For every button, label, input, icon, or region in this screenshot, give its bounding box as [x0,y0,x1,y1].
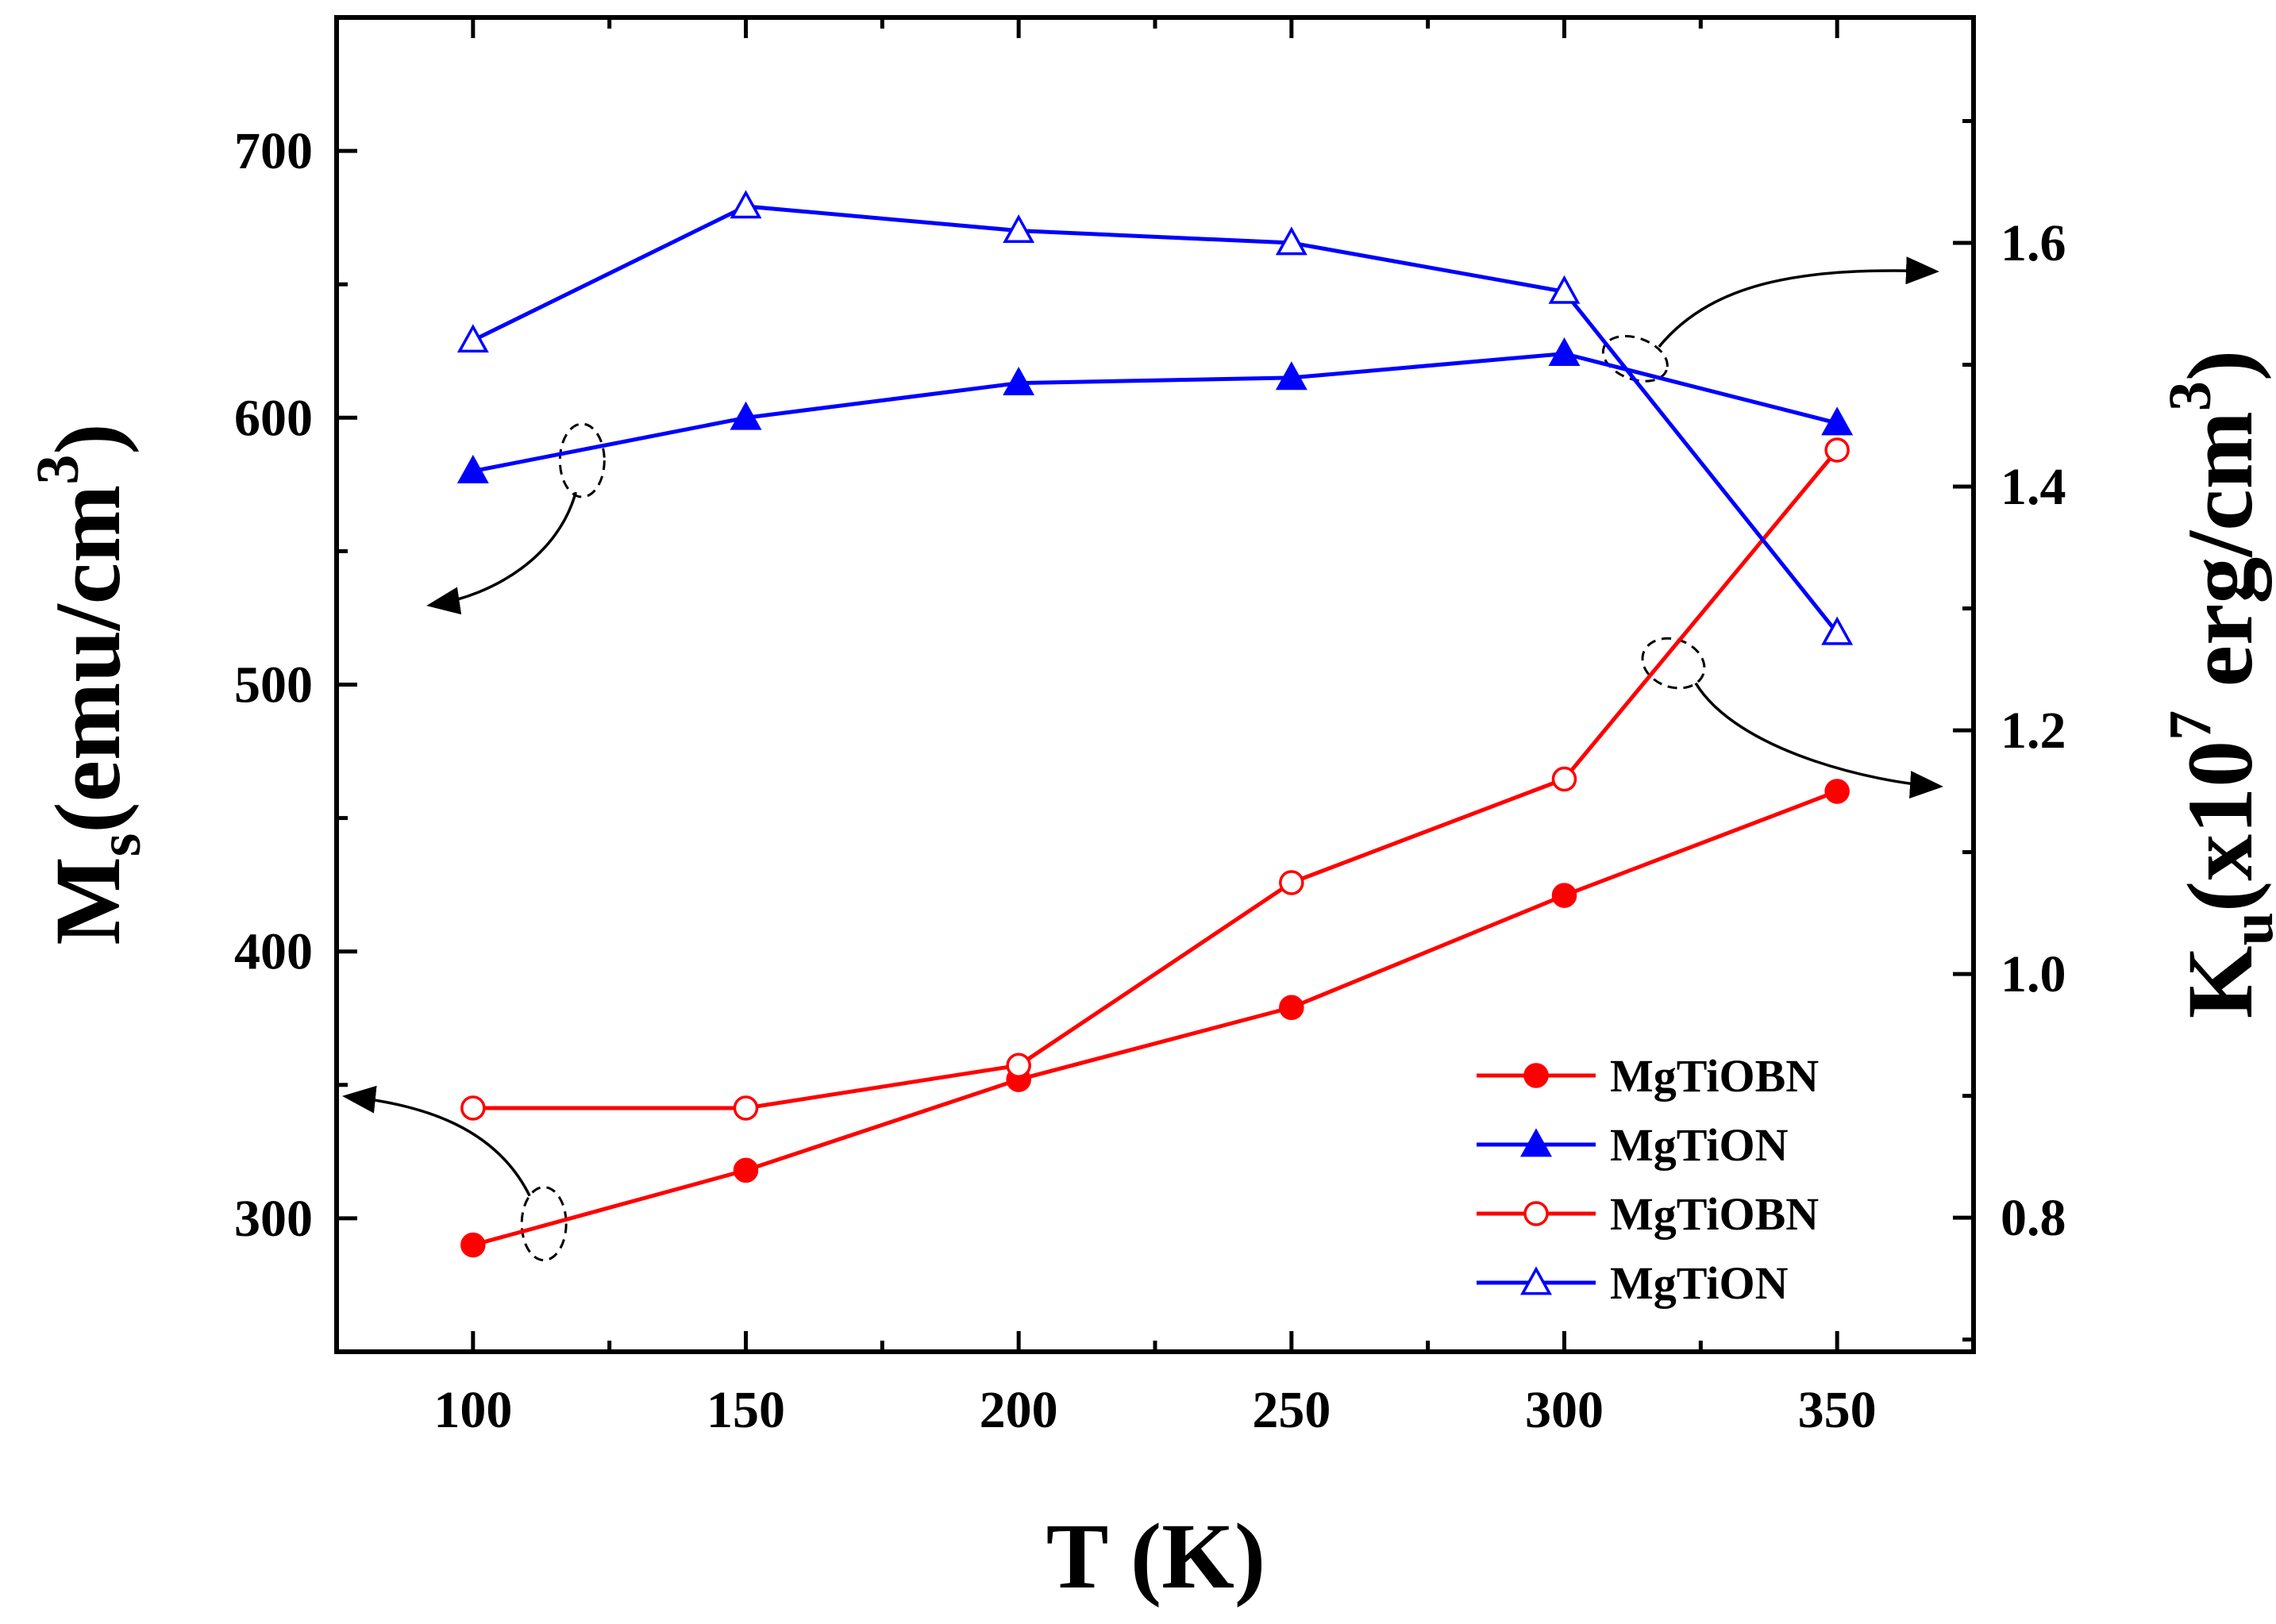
y-right-tick-label: 1.6 [2001,214,2066,272]
data-point [456,454,489,483]
data-point [1551,883,1577,908]
y-left-tick-label: 700 [234,122,313,180]
x-tick-label: 100 [433,1381,512,1439]
annotation-ellipse [520,1186,568,1262]
series-line [472,448,1839,1110]
legend-marker [1520,1128,1552,1157]
data-point [733,1157,759,1183]
data-point [1279,995,1304,1021]
y-right-tick-label: 1.4 [2001,458,2066,516]
annotation-arrow [426,491,577,615]
legend-label: MgTiON [1610,1257,1789,1309]
data-point [1003,366,1035,395]
annotation-arrow [1658,256,1939,348]
legend-label: MgTiON [1610,1119,1789,1171]
data-point [1824,779,1850,804]
data-point [1275,226,1307,256]
legend-entry: MgTiOBN [1477,1188,1819,1240]
series-layer [456,190,1854,1258]
legend: MgTiOBN MgTiON MgTiOBN MgTiON [1477,1050,1819,1309]
data-point [1275,361,1307,391]
data-point [733,1095,759,1121]
y-right-sub: u [2219,912,2276,945]
data-point [1821,616,1854,645]
data-point [460,1232,486,1258]
y-left-tick-label: 600 [234,389,313,447]
series-line [472,204,1839,634]
data-point [1003,214,1035,244]
data-point [456,324,489,353]
annotation-ellipse [558,422,606,498]
y-left-sub: s [87,833,153,857]
y-left-sup: 3 [25,455,91,485]
annotations [342,256,1943,1262]
y-right-tick-label: 1.2 [2001,702,2066,760]
y-right-main: K [2168,945,2272,1018]
data-point [1279,870,1304,895]
x-tick-label: 250 [1252,1381,1331,1439]
y-left-tick-label: 500 [234,656,313,714]
annotation-ellipse [1641,637,1706,690]
y-right-sup1: 7 [2157,710,2224,741]
x-tick-label: 350 [1798,1381,1877,1439]
legend-label: MgTiOBN [1610,1188,1819,1240]
data-point [730,401,762,430]
series-mgtion-right [456,190,1854,645]
series-mgtion-left [456,337,1854,483]
data-point [1548,275,1581,304]
annotation-arrow [1694,682,1943,799]
x-tick-label: 200 [980,1381,1058,1439]
data-point [1548,337,1581,366]
annotation-ellipse [1601,335,1669,383]
x-tick-label: 150 [707,1381,785,1439]
y-right-tick-label: 1.0 [2001,945,2066,1003]
axis-tick-labels: 100 150 200 250 300 350 300 400 500 600 700 0.8 1.0 1… [234,122,2066,1439]
y-axis-right-title: Ku(x107 erg/cm3) [2157,350,2276,1018]
data-point [1006,1053,1031,1078]
y-right-close: ) [2168,350,2272,381]
y-right-rest2: erg/cm [2168,411,2272,710]
series-mgtiobn-right [460,437,1850,1121]
legend-marker [1520,1266,1552,1295]
y-left-close: ) [36,423,140,454]
legend-label: MgTiOBN [1610,1050,1819,1102]
legend-entry: MgTiOBN [1477,1050,1819,1102]
data-point [460,1095,486,1121]
data-point [1824,437,1850,463]
y-right-rest1: (x10 [2168,741,2272,912]
series-mgtiobn-left [460,779,1850,1258]
y-left-tick-label: 400 [234,923,313,981]
annotation-arrow [342,1085,531,1197]
series-line [472,352,1838,473]
y-right-sup2: 3 [2157,381,2224,411]
x-tick-label: 300 [1525,1381,1604,1439]
y-left-tick-label: 300 [234,1190,313,1248]
axis-ticks [334,15,1976,1354]
y-axis-left-title: Ms(emu/cm3) [25,423,153,945]
legend-entry: MgTiON [1477,1257,1789,1309]
x-axis-title: T (K) [1046,1504,1265,1608]
legend-entry: MgTiON [1477,1119,1789,1171]
y-right-tick-label: 0.8 [2001,1189,2066,1247]
data-point [1821,406,1854,436]
data-point [730,190,762,219]
legend-marker [1523,1201,1549,1226]
series-line [472,789,1839,1247]
legend-marker [1523,1063,1549,1088]
y-left-rest: (emu/cm [36,485,140,833]
y-left-main: M [36,856,140,945]
data-point [1551,766,1577,792]
